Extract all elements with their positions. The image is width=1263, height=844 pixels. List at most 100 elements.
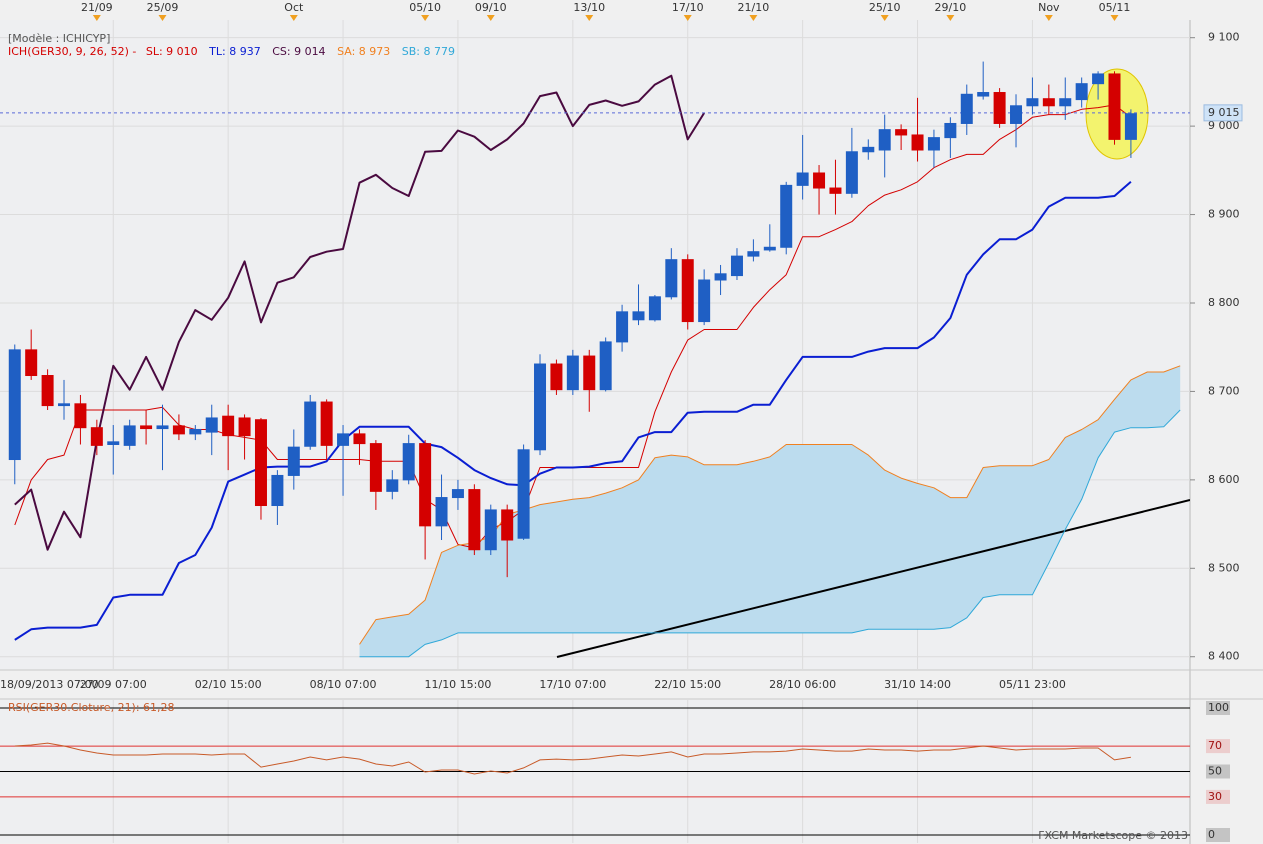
x-tick-label: 08/10 07:00: [310, 678, 377, 691]
top-tick-label: 21/09: [81, 1, 113, 14]
candle-body: [895, 129, 908, 136]
candle-body: [648, 296, 661, 321]
candle-body: [665, 259, 678, 298]
candle-body: [1092, 73, 1105, 85]
candle-body: [534, 363, 547, 451]
candle-body: [238, 417, 251, 437]
candle-body: [1124, 113, 1137, 140]
candle-body: [566, 355, 579, 391]
candle-body: [74, 403, 87, 429]
top-tick-label: 05/10: [409, 1, 441, 14]
top-tick-label: 21/10: [738, 1, 770, 14]
candle-body: [107, 441, 120, 445]
candle-body: [435, 497, 448, 527]
top-tick-label: 25/10: [869, 1, 901, 14]
candle-body: [451, 489, 464, 499]
candle-body: [550, 363, 563, 391]
candle-body: [763, 246, 776, 251]
x-tick-label: 27/09 07:00: [80, 678, 147, 691]
main-marks: [0, 61, 1190, 658]
candle-body: [402, 443, 415, 481]
top-tick: [585, 15, 594, 21]
indicator-line: [14, 74, 706, 551]
candle-body: [944, 122, 957, 139]
legend-entry: SA: 8 973: [337, 45, 390, 58]
y-tick-label: 8 500: [1208, 561, 1240, 574]
candle-body: [369, 443, 382, 492]
top-tick-label: 17/10: [672, 1, 704, 14]
candle-body: [862, 146, 875, 153]
top-tick: [289, 15, 298, 21]
candle-body: [501, 509, 514, 541]
y-tick-label: 8 400: [1208, 650, 1240, 663]
x-tick-label: 17/10 07:00: [539, 678, 606, 691]
candle-body: [189, 428, 202, 435]
candle-body: [386, 479, 399, 492]
candle-body: [123, 425, 136, 446]
top-tick: [92, 15, 101, 21]
x-tick-label: 22/10 15:00: [654, 678, 721, 691]
top-tick: [683, 15, 692, 21]
top-tick: [749, 15, 758, 21]
top-tick-label: Oct: [284, 1, 304, 14]
y-tick-label: 70: [1208, 739, 1222, 752]
legend-entry: CS: 9 014: [272, 45, 325, 58]
candle-body: [1042, 98, 1055, 107]
legend-entry: SL: 9 010: [146, 45, 198, 58]
candle-body: [993, 92, 1006, 124]
y-tick-box: [1206, 827, 1230, 842]
candle-body: [813, 172, 826, 189]
y-tick-box: [1206, 739, 1230, 754]
candle-body: [780, 184, 793, 248]
x-tick-label: 02/10 15:00: [195, 678, 262, 691]
x-tick-label: 05/11 23:00: [999, 678, 1066, 691]
candle-body: [977, 92, 990, 97]
candle-body: [960, 93, 973, 124]
rsi-marks: [0, 707, 1190, 836]
top-tick-label: 25/09: [147, 1, 179, 14]
candle-body: [829, 187, 842, 194]
legend-entry: SB: 8 779: [402, 45, 455, 58]
candle-body: [419, 443, 432, 527]
last-price-box: [1203, 104, 1243, 122]
candle-body: [730, 255, 743, 277]
y-tick-label: 8 600: [1208, 473, 1240, 486]
candle-body: [845, 151, 858, 194]
candle-body: [205, 417, 218, 433]
legend-entry: TL: 8 937: [208, 45, 261, 58]
top-tick: [1044, 15, 1053, 21]
candle-body: [632, 311, 645, 321]
candle-body: [1010, 105, 1023, 124]
candle-body: [353, 433, 366, 445]
indicator-label: ICH(GER30, 9, 26, 52) -: [8, 45, 136, 58]
rsi-line: [14, 742, 1131, 775]
top-tick: [158, 15, 167, 21]
candle-body: [927, 137, 940, 151]
candle-body: [8, 349, 21, 461]
top-tick-label: 29/10: [935, 1, 967, 14]
candle-body: [1108, 73, 1121, 140]
candle-body: [599, 341, 612, 391]
candle-body: [304, 401, 317, 447]
x-tick-label: 31/10 14:00: [884, 678, 951, 691]
y-tick-box: [1206, 789, 1230, 804]
indicator-line: [359, 409, 1181, 658]
candle-body: [222, 415, 235, 437]
x-tick-label: 18/09/2013 07:00: [0, 678, 99, 691]
candle-body: [484, 509, 497, 551]
top-tick-label: 05/11: [1099, 1, 1131, 14]
rsi-title: RSI(GER30.Cloture, 21): 61,28: [8, 701, 175, 714]
candle-body: [468, 489, 481, 551]
candle-body: [878, 129, 891, 151]
top-tick: [946, 15, 955, 21]
candle-body: [58, 403, 71, 407]
candle-body: [25, 349, 38, 377]
y-tick-label: 100: [1208, 701, 1229, 714]
y-tick-label: 50: [1208, 765, 1222, 778]
model-label: [Modèle : ICHICYP]: [8, 32, 110, 45]
candle-body: [41, 375, 54, 407]
candle-body: [320, 401, 333, 446]
candle-body: [337, 433, 350, 446]
indicator-line: [14, 181, 1132, 641]
